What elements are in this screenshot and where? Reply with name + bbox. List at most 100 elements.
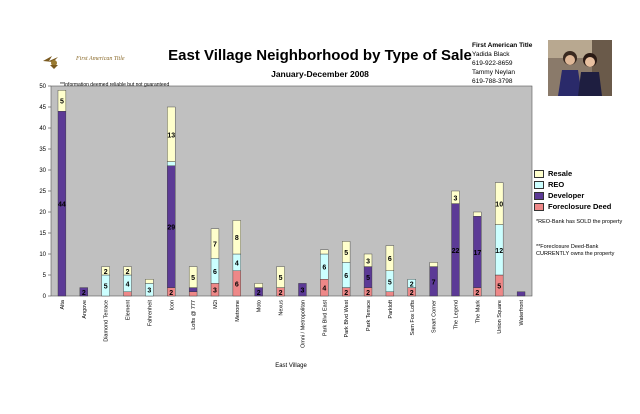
data-label: 4 (322, 286, 326, 293)
data-label: 3 (147, 288, 151, 295)
legend-swatch-reo (534, 180, 544, 189)
data-label: 17 (473, 250, 481, 257)
bar-segment (516, 291, 526, 297)
contact-company: First American Title (472, 42, 533, 49)
data-label: 22 (452, 248, 460, 255)
bar-segment (123, 266, 132, 276)
data-label: 2 (475, 290, 479, 297)
bar-segment (79, 287, 88, 297)
data-label: 5 (344, 250, 348, 257)
legend-label-reo: REO (548, 180, 565, 189)
data-label: 2 (169, 290, 173, 297)
data-label: 44 (58, 202, 66, 209)
x-tick-label: Park Blvd East (322, 300, 328, 337)
x-tick-label: Waterfront (519, 300, 525, 326)
data-label: 2 (410, 281, 414, 288)
x-tick-label: Parkloft (388, 300, 394, 319)
plot-area (50, 85, 533, 297)
x-tick-label: Metrome (235, 300, 241, 322)
data-label: 12 (495, 248, 503, 255)
bar-segment (188, 291, 198, 297)
contact-name-2: Tammy Neylan (472, 69, 515, 76)
y-tick-label: 20 (39, 210, 46, 216)
data-label: 2 (126, 269, 130, 276)
data-label: 29 (167, 225, 175, 232)
data-label: 5 (366, 275, 370, 282)
bar-segment (385, 291, 395, 297)
x-tick-label: Omni / Metropolitan (300, 300, 306, 348)
data-label: 2 (410, 290, 414, 297)
data-label: 2 (366, 290, 370, 297)
x-tick-label: Angove (82, 300, 88, 319)
x-tick-label: Icon (169, 300, 175, 310)
bar-segment (276, 266, 285, 288)
legend-item-foreclosure: Foreclosure Deed (534, 201, 611, 212)
x-tick-label: Park Blvd West (344, 300, 350, 338)
data-label: 4 (126, 281, 130, 288)
bar-segment (167, 106, 176, 162)
x-tick-label: Union Square (497, 300, 503, 334)
bar-segment (342, 241, 351, 263)
y-tick-label: 25 (39, 189, 46, 195)
data-label: 6 (388, 256, 392, 263)
bar-segment (429, 262, 438, 267)
bar-segment (320, 249, 329, 255)
data-label: 6 (213, 269, 217, 276)
y-tick-label: 40 (39, 126, 46, 132)
y-tick-label: 45 (39, 105, 46, 111)
bar-segment (57, 89, 67, 112)
data-label: 7 (432, 279, 436, 286)
data-label: 6 (322, 265, 326, 272)
data-label: 5 (60, 99, 64, 106)
legend-swatch-foreclosure (534, 202, 544, 211)
data-label: 7 (213, 242, 217, 249)
y-tick-label: 15 (39, 231, 46, 237)
data-label: 2 (344, 290, 348, 297)
data-label: 6 (344, 273, 348, 280)
x-tick-label: Sam Fox Lofts (410, 300, 416, 336)
legend-item-resale: Resale (534, 168, 611, 179)
legend-label-resale: Resale (548, 169, 573, 178)
x-tick-label: Park Terrace (366, 300, 372, 331)
agents-photo (548, 40, 612, 96)
x-tick-label: Fahrenheit (147, 300, 153, 327)
bar-segment (123, 291, 132, 297)
y-tick-label: 35 (39, 147, 46, 153)
data-label: 5 (388, 279, 392, 286)
y-tick-label: 10 (39, 252, 46, 258)
x-tick-label: Diamond Terrace (104, 300, 110, 342)
legend-swatch-resale (534, 169, 544, 178)
chart-subtitle: January-December 2008 (271, 69, 369, 79)
x-tick-label: M2i (213, 300, 219, 309)
legend-item-developer: Developer (534, 190, 611, 201)
data-label: 3 (366, 258, 370, 265)
data-label: 6 (235, 281, 239, 288)
x-tick-label: The Legend (453, 300, 459, 329)
x-tick-label: The Mark (475, 300, 481, 323)
logo-text: First American Title (76, 56, 125, 62)
bar-segment (167, 161, 176, 167)
footnote-reo: *REO-Bank has SOLD the property (536, 219, 623, 225)
bar-segment (101, 266, 110, 276)
bar-segment (232, 220, 241, 255)
x-tick-label: Smart Corner (432, 300, 438, 333)
bar-segment (188, 287, 198, 293)
legend-label-developer: Developer (548, 191, 585, 200)
data-label: 5 (279, 275, 283, 282)
x-axis-title: East Village (275, 363, 307, 369)
data-label: 10 (495, 202, 503, 209)
data-label: 3 (454, 195, 458, 202)
bar-segment (298, 283, 307, 297)
y-tick-label: 50 (39, 84, 46, 90)
bar-segment (407, 279, 416, 288)
data-label: 2 (82, 290, 86, 297)
data-label: 3 (300, 288, 304, 295)
x-tick-label: Lofts @ 777 (191, 300, 197, 330)
data-label: 2 (279, 290, 283, 297)
legend: Resale REO Developer Foreclosure Deed (534, 168, 611, 212)
data-label: 5 (191, 275, 195, 282)
contact-block: First American Title Yadida Black 619-92… (472, 41, 532, 86)
bar-segment (495, 182, 504, 225)
x-tick-label: Nexus (279, 300, 285, 316)
